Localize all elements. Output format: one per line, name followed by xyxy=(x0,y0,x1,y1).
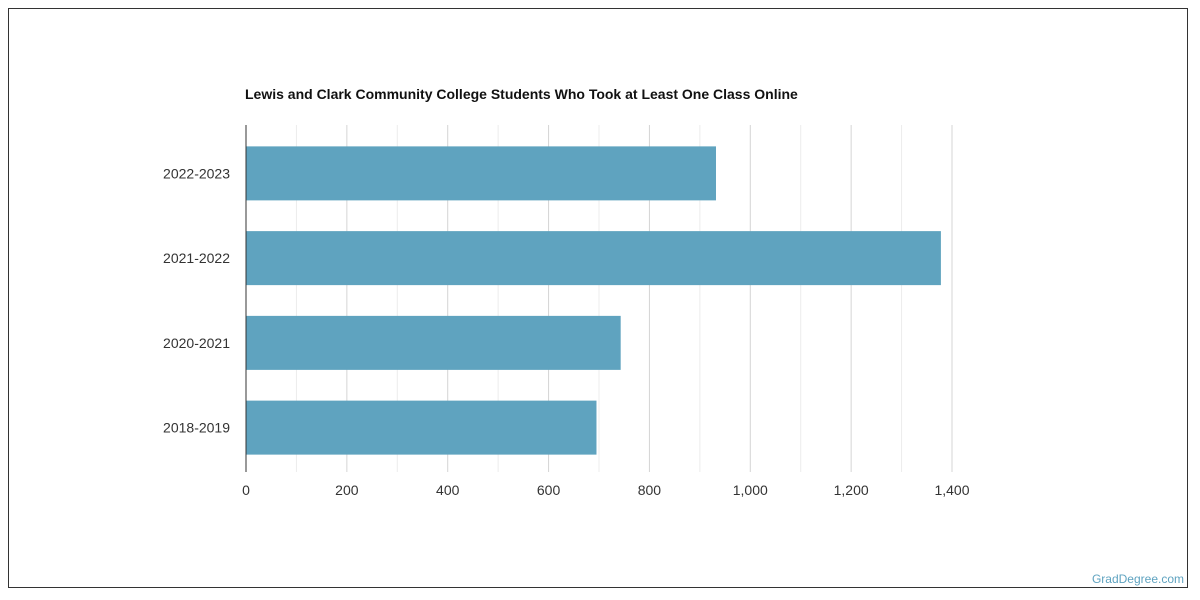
x-tick-label: 1,200 xyxy=(834,482,869,498)
bar-2022-2023[interactable] xyxy=(246,146,716,201)
bar-2018-2019[interactable] xyxy=(246,400,597,455)
bars xyxy=(246,146,941,455)
x-tick-label: 1,000 xyxy=(733,482,768,498)
x-tick-label: 1,400 xyxy=(934,482,969,498)
x-axis-labels: 0 200 400 600 800 1,000 1,200 1,400 xyxy=(242,482,970,498)
chart-frame xyxy=(8,8,1188,588)
x-tick-label: 600 xyxy=(537,482,561,498)
y-tick-label: 2022-2023 xyxy=(163,165,230,181)
x-tick-label: 400 xyxy=(436,482,460,498)
chart-title: Lewis and Clark Community College Studen… xyxy=(245,86,798,102)
y-tick-label: 2018-2019 xyxy=(163,420,230,436)
x-tick-label: 0 xyxy=(242,482,250,498)
bar-2021-2022[interactable] xyxy=(246,231,941,286)
y-axis-labels: 2022-2023 2021-2022 2020-2021 2018-2019 xyxy=(163,165,230,435)
x-tick-label: 200 xyxy=(335,482,359,498)
y-tick-label: 2021-2022 xyxy=(163,250,230,266)
x-tick-label: 800 xyxy=(638,482,662,498)
y-tick-label: 2020-2021 xyxy=(163,335,230,351)
bar-2020-2021[interactable] xyxy=(246,315,621,370)
source-credit[interactable]: GradDegree.com xyxy=(1091,572,1184,586)
